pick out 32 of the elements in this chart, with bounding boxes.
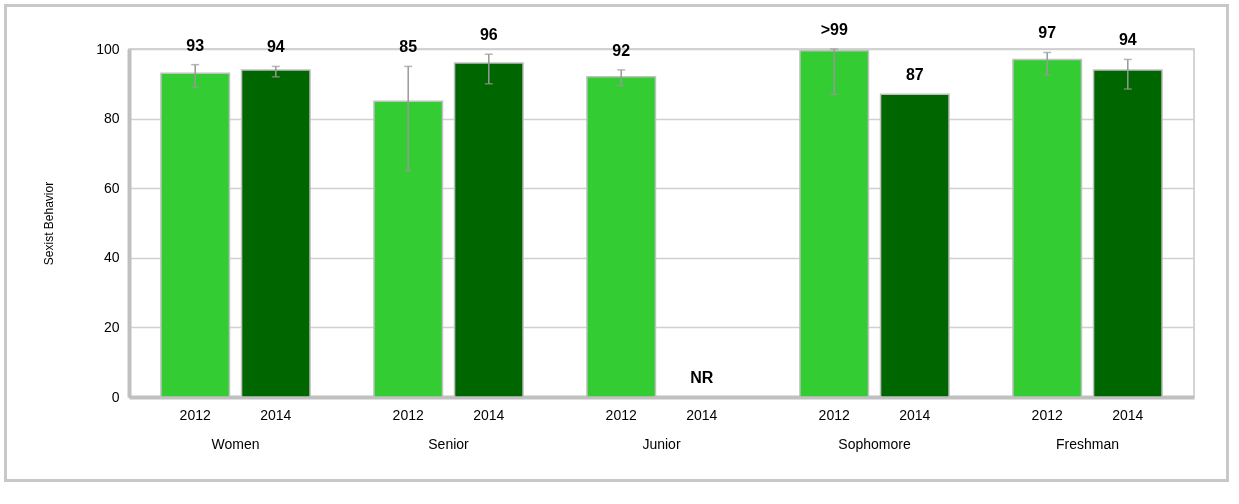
data-label: 87 <box>905 66 924 84</box>
data-label: 94 <box>1118 31 1137 49</box>
data-label: 96 <box>479 26 498 44</box>
data-label: 92 <box>612 41 631 59</box>
series-label: 2014 <box>260 407 292 423</box>
text: 2014 <box>686 407 718 423</box>
x-tick-label: Junior <box>642 435 681 452</box>
data-label: 85 <box>399 38 418 56</box>
x-tick-label: Women <box>211 435 260 452</box>
text: 2014 <box>1112 407 1144 423</box>
y-axis-title: Sexist Behavior <box>42 181 57 266</box>
y-tick-label: 0 <box>111 388 120 405</box>
data-label: 97 <box>1038 24 1057 42</box>
data-label: 94 <box>266 38 285 56</box>
text: 2012 <box>605 407 637 423</box>
data-label: >99 <box>820 21 848 38</box>
text: 2012 <box>1031 407 1063 423</box>
text: 2012 <box>818 407 850 423</box>
series-label: 2012 <box>179 407 211 423</box>
text: 2014 <box>473 407 505 423</box>
x-tick-label: Sophomore <box>838 435 911 452</box>
text: NR <box>690 369 714 386</box>
x-tick-label: Freshman <box>1055 435 1120 452</box>
y-tick-label: 20 <box>103 318 120 335</box>
data-label: 93 <box>186 36 205 54</box>
y-tick-label: 60 <box>103 179 120 196</box>
y-tick-label: 40 <box>103 249 120 266</box>
text: 2014 <box>899 407 931 423</box>
y-tick-label: 80 <box>103 110 120 127</box>
y-tick-label: 100 <box>96 40 120 57</box>
text: 2012 <box>392 407 424 423</box>
x-tick-label: Senior <box>428 435 470 452</box>
